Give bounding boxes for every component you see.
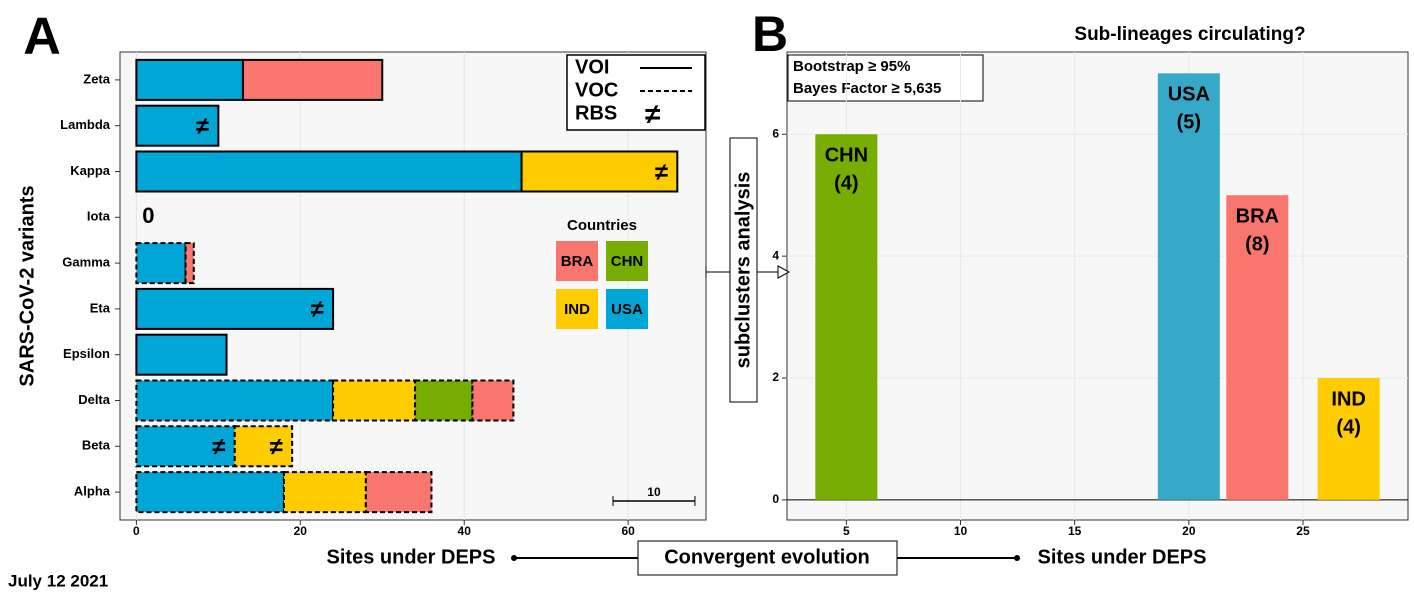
x-axis-label: Sites under DEPS xyxy=(327,546,496,568)
y-tick-label: Delta xyxy=(78,392,111,407)
bar-segment xyxy=(135,425,236,468)
bar-segment xyxy=(241,58,384,101)
annotation: 0 xyxy=(142,203,154,228)
bar-segment xyxy=(471,379,515,422)
y-tick-label: 2 xyxy=(772,370,779,384)
bar-label: IND xyxy=(1331,388,1365,410)
legend-label: VOC xyxy=(575,79,618,101)
bar-segment xyxy=(414,379,474,422)
bar xyxy=(1226,195,1289,500)
x-tick-label: 40 xyxy=(458,524,472,538)
y-tick-label: Kappa xyxy=(70,163,111,178)
bar-segment xyxy=(520,150,679,193)
x-tick-label: 25 xyxy=(1296,524,1310,538)
legend-label: VOI xyxy=(575,56,609,78)
y-tick-label: Gamma xyxy=(62,255,110,270)
legend-label: RBS xyxy=(575,102,617,124)
date: July 12 2021 xyxy=(8,571,108,590)
y-axis-label: SARS-CoV-2 variants xyxy=(16,185,38,386)
bar-count: (4) xyxy=(834,173,858,195)
y-tick-label: Zeta xyxy=(83,71,111,86)
y-tick-label: Eta xyxy=(90,300,111,315)
connector-box xyxy=(637,540,898,576)
bar-segment xyxy=(135,333,228,376)
rbs-mark: ≠ xyxy=(270,434,283,461)
y-tick-label: Beta xyxy=(82,438,111,453)
scale-bar-label: 10 xyxy=(647,485,661,499)
bar xyxy=(1157,73,1220,500)
y-tick-label: Epsilon xyxy=(63,346,110,361)
x-tick-label: 0 xyxy=(133,524,140,538)
bar-segment xyxy=(135,150,523,193)
x-tick-label: 60 xyxy=(621,524,635,538)
bar-count: (8) xyxy=(1245,233,1269,255)
note-box xyxy=(787,54,984,102)
panel-label: B xyxy=(752,6,788,62)
panel-label: A xyxy=(23,8,61,66)
bar-segment xyxy=(135,287,335,330)
x-tick-label: 5 xyxy=(843,524,850,538)
bar-segment xyxy=(135,379,335,422)
rbs-mark: ≠ xyxy=(212,434,225,461)
legend-label: CHN xyxy=(611,253,644,270)
x-tick-label: 10 xyxy=(954,524,968,538)
y-tick-label: Alpha xyxy=(74,484,111,499)
bar-segment xyxy=(233,425,294,468)
y-tick-label: Lambda xyxy=(60,117,111,132)
connector-arrow xyxy=(777,265,791,279)
legend-swatch xyxy=(556,241,598,281)
legend-label: BRA xyxy=(561,253,594,270)
bar xyxy=(1317,378,1380,500)
y-tick-label: 4 xyxy=(772,248,779,262)
x-tick-label: 15 xyxy=(1068,524,1082,538)
legend-label: IND xyxy=(564,301,590,318)
bar-segment xyxy=(135,242,187,285)
note: Bayes Factor ≥ 5,635 xyxy=(793,80,941,97)
chart-title: Sub-lineages circulating? xyxy=(1074,24,1305,45)
connector-dot xyxy=(511,555,517,561)
connector-label: Convergent evolution xyxy=(664,546,870,568)
bar-segment xyxy=(332,379,417,422)
bar-label: USA xyxy=(1168,84,1210,106)
rbs-mark: ≠ xyxy=(655,159,668,186)
bar-segment xyxy=(135,58,244,101)
rbs-mark: ≠ xyxy=(311,296,324,323)
bar-segment xyxy=(135,104,220,147)
bar-label: BRA xyxy=(1236,205,1279,227)
legend-title: Countries xyxy=(567,217,637,234)
legend-label: USA xyxy=(611,301,643,318)
legend-swatch xyxy=(606,241,648,281)
x-axis-label: Sites under DEPS xyxy=(1038,546,1207,568)
bar-segment xyxy=(135,471,285,514)
connector-dot xyxy=(1014,555,1020,561)
y-tick-label: 0 xyxy=(772,492,779,506)
legend-symbol: ≠ xyxy=(645,98,660,129)
bar-segment xyxy=(184,242,195,285)
y-axis-label: subclusters analysis xyxy=(732,172,754,369)
x-tick-label: 20 xyxy=(294,524,308,538)
legend-swatch xyxy=(556,289,598,329)
y-label-box xyxy=(729,137,758,403)
x-tick-label: 20 xyxy=(1182,524,1196,538)
bar-segment xyxy=(282,471,367,514)
bar-segment xyxy=(364,471,433,514)
bar xyxy=(815,134,878,500)
bar-label: CHN xyxy=(825,145,868,167)
plot-area-b xyxy=(786,51,1409,521)
y-tick-label: Iota xyxy=(87,209,111,224)
note: Bootstrap ≥ 95% xyxy=(793,58,910,75)
bar-count: (4) xyxy=(1336,416,1360,438)
bar-count: (5) xyxy=(1177,112,1201,134)
legend-swatch xyxy=(606,289,648,329)
y-tick-label: 6 xyxy=(772,126,779,140)
rbs-mark: ≠ xyxy=(196,113,209,140)
